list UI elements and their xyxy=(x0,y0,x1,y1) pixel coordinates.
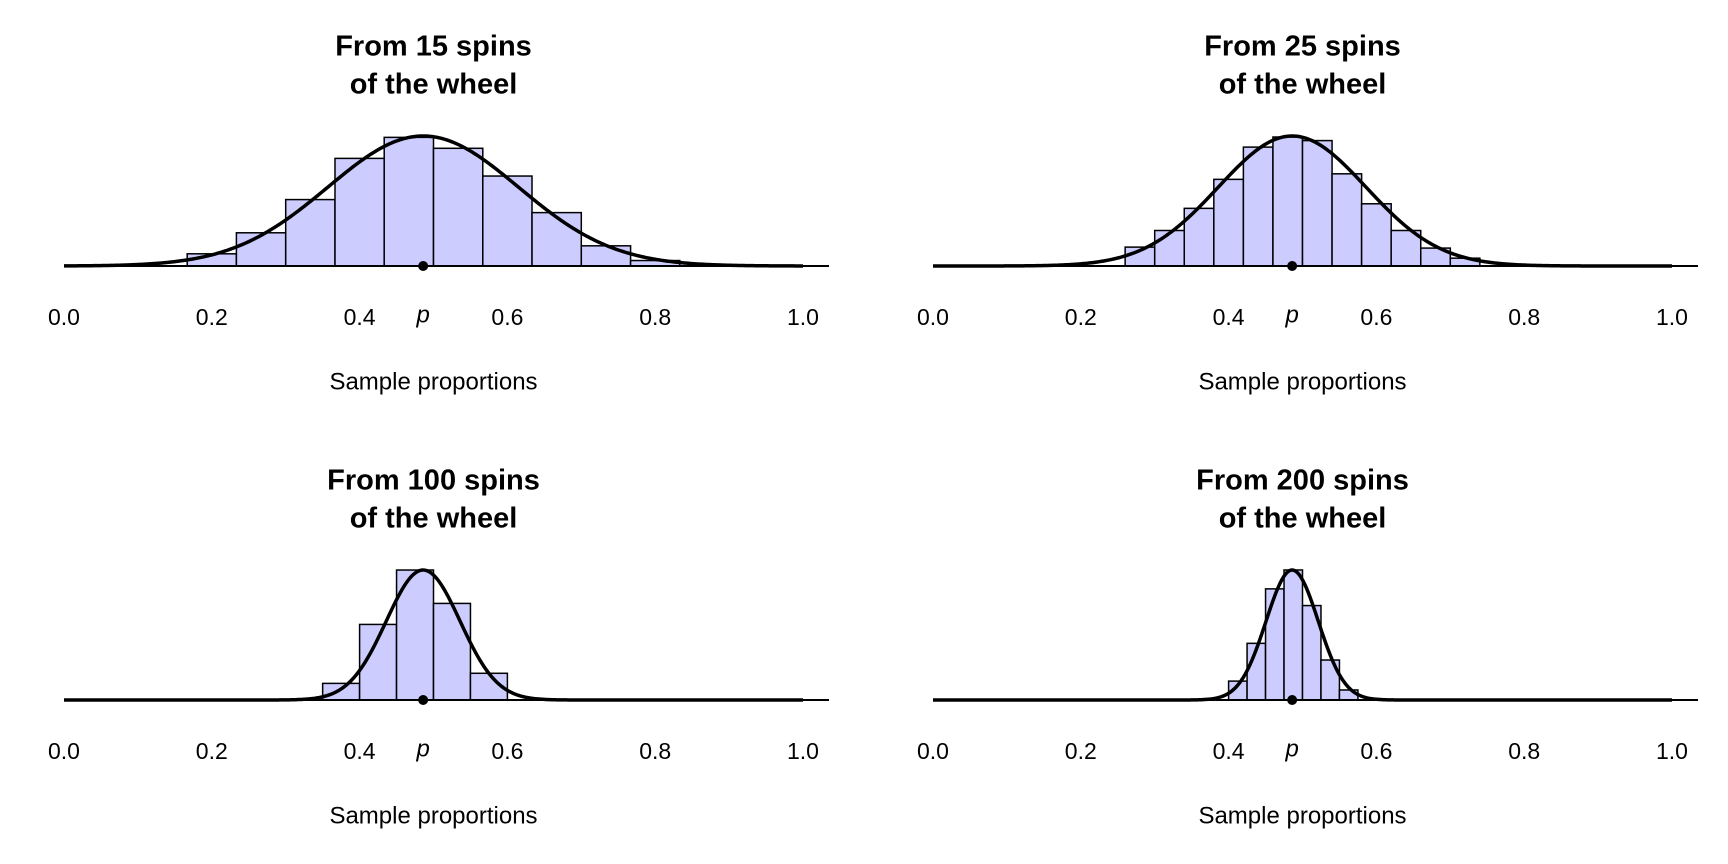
bar xyxy=(432,602,472,701)
x-tick-label: 0.2 xyxy=(1065,738,1097,764)
chart-title: of the wheel xyxy=(350,69,518,101)
bar xyxy=(1213,178,1245,267)
bar xyxy=(1360,203,1392,267)
x-tick-label: 0.8 xyxy=(639,304,671,330)
bar xyxy=(1331,173,1363,267)
x-tick-label: 0.4 xyxy=(1213,738,1245,764)
bar xyxy=(1264,588,1285,701)
p-dot xyxy=(418,695,429,705)
x-tick-label: 0.2 xyxy=(196,738,228,764)
x-tick-label: 0.2 xyxy=(196,304,228,330)
p-label: p xyxy=(415,735,429,762)
x-tick-label: 0.6 xyxy=(491,304,523,330)
x-tick-label: 1.0 xyxy=(787,304,819,330)
x-tick-label: 0.6 xyxy=(1360,304,1392,330)
x-axis-label: Sample proportions xyxy=(1198,368,1406,395)
bar xyxy=(482,175,533,267)
x-tick-label: 1.0 xyxy=(1656,738,1688,764)
x-tick-label: 0.2 xyxy=(1065,304,1097,330)
density-curve xyxy=(933,134,1672,268)
p-label: p xyxy=(1284,301,1298,328)
chart-title: of the wheel xyxy=(350,503,518,535)
p-dot xyxy=(1287,695,1298,705)
x-tick-label: 0.6 xyxy=(491,738,523,764)
chart-title: From 25 spins xyxy=(1204,31,1401,63)
bar xyxy=(1301,139,1333,267)
p-label: p xyxy=(415,301,429,328)
x-tick-label: 0.4 xyxy=(1213,304,1245,330)
chart-title: From 100 spins xyxy=(327,465,540,497)
bar xyxy=(1242,146,1274,267)
bar xyxy=(1272,136,1304,267)
x-tick-label: 0.0 xyxy=(48,304,80,330)
bar xyxy=(580,245,632,267)
x-tick-label: 0.6 xyxy=(1360,738,1392,764)
p-label: p xyxy=(1284,735,1298,762)
p-dot xyxy=(1287,261,1298,271)
chart-title: From 200 spins xyxy=(1196,465,1409,497)
p-dot xyxy=(418,261,429,271)
x-axis-label: Sample proportions xyxy=(329,802,537,829)
bar xyxy=(284,198,336,267)
chart-title: From 15 spins xyxy=(335,31,532,63)
x-tick-label: 0.0 xyxy=(48,738,80,764)
x-tick-label: 0.8 xyxy=(1508,304,1540,330)
bar xyxy=(1283,569,1304,701)
x-tick-label: 0.4 xyxy=(344,304,376,330)
density-curve xyxy=(933,568,1672,702)
x-tick-label: 0.8 xyxy=(639,738,671,764)
bar xyxy=(531,211,583,267)
x-axis-label: Sample proportions xyxy=(1198,802,1406,829)
bar xyxy=(383,136,435,267)
x-tick-label: 0.8 xyxy=(1508,738,1540,764)
bar xyxy=(469,672,509,701)
x-tick-label: 1.0 xyxy=(787,738,819,764)
chart-title: of the wheel xyxy=(1219,69,1387,101)
bar xyxy=(432,147,484,267)
x-tick-label: 0.4 xyxy=(344,738,376,764)
bar xyxy=(235,232,287,267)
chart-title: of the wheel xyxy=(1219,503,1387,535)
x-axis-label: Sample proportions xyxy=(329,368,537,395)
x-tick-label: 1.0 xyxy=(1656,304,1688,330)
bar xyxy=(1153,229,1186,267)
bar xyxy=(321,682,361,701)
x-tick-label: 0.0 xyxy=(917,738,949,764)
density-curve xyxy=(63,134,803,268)
x-tick-label: 0.0 xyxy=(917,304,949,330)
density-curve xyxy=(64,568,803,702)
